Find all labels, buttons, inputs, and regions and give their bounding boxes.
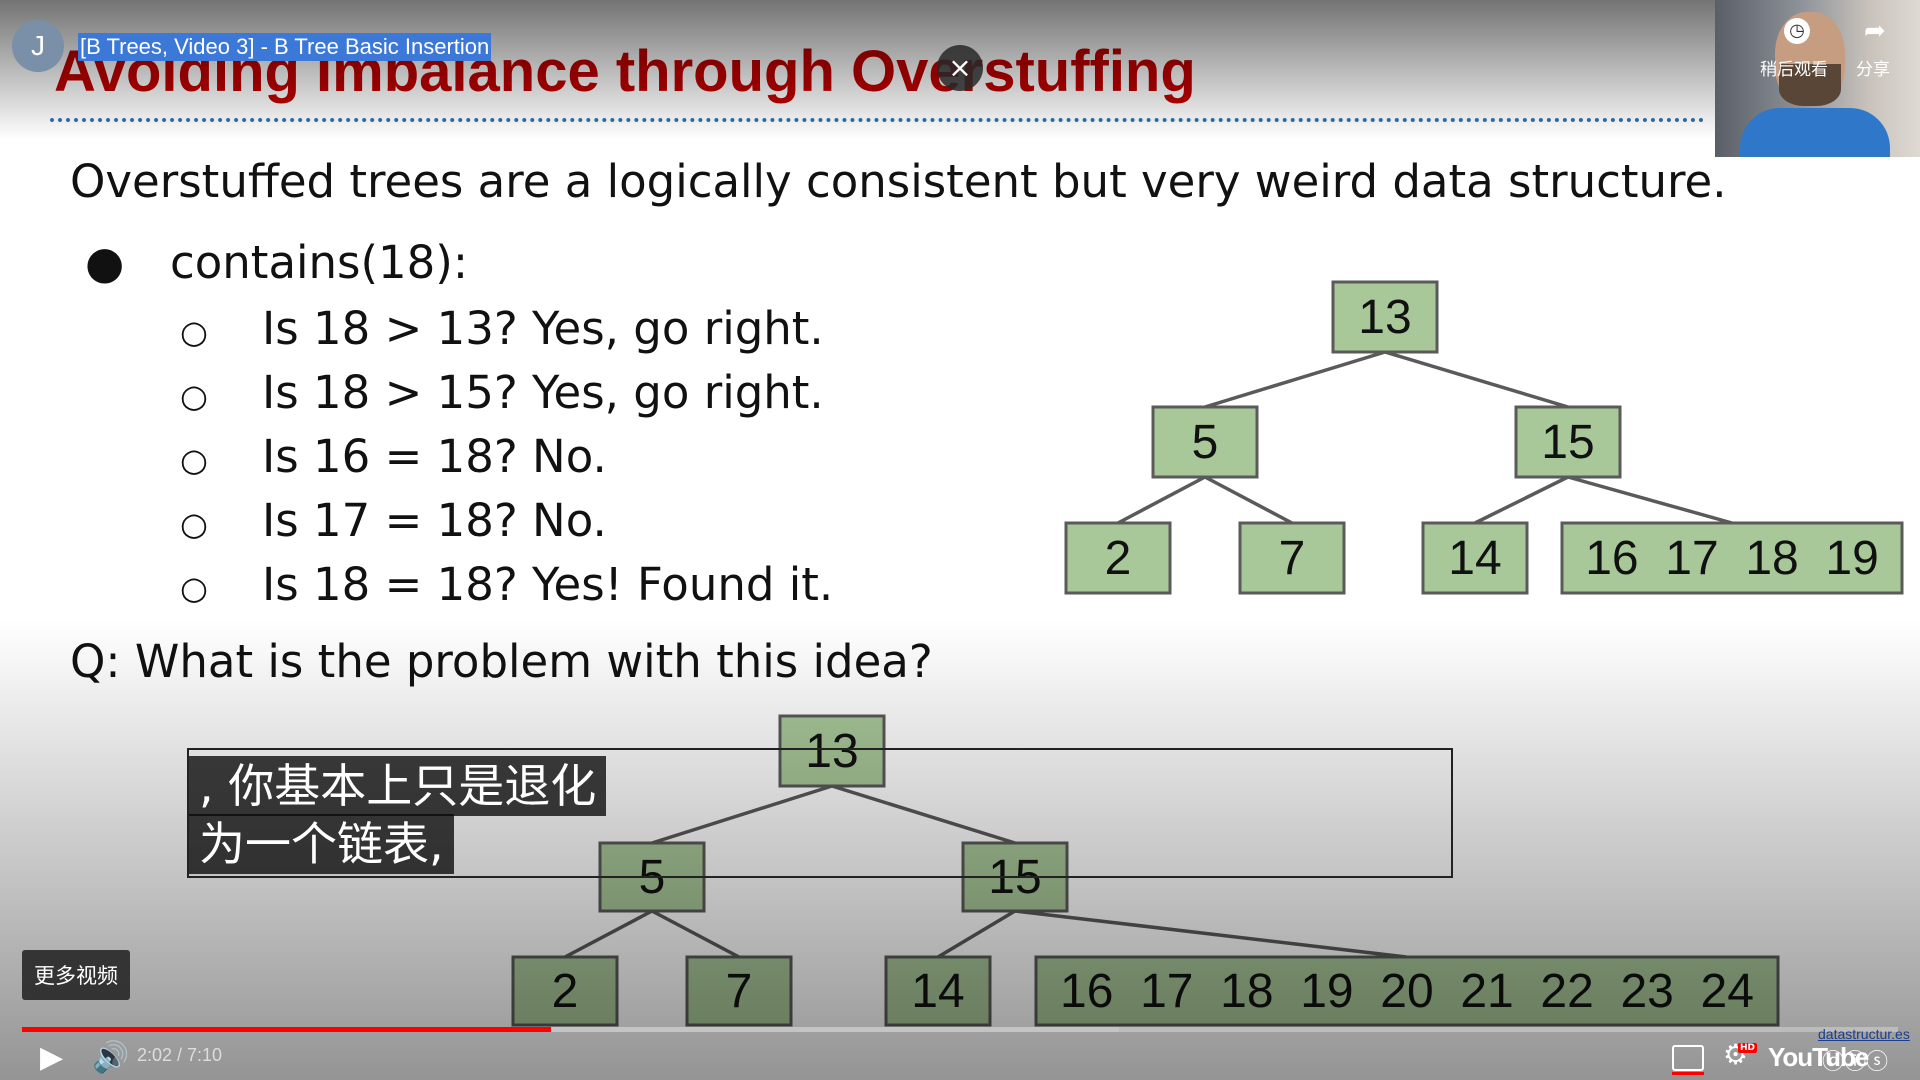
circle-bullet: ○: [180, 313, 208, 351]
step-text: Is 18 > 15? Yes, go right.: [262, 366, 824, 419]
video-title-link[interactable]: [B Trees, Video 3] - B Tree Basic Insert…: [78, 33, 492, 61]
step-2: ○ Is 18 > 15? Yes, go right.: [180, 366, 824, 419]
svg-text:2: 2: [552, 965, 579, 1018]
volume-icon[interactable]: 🔊: [92, 1040, 130, 1075]
tree-top-leaf-14: 14: [1421, 521, 1529, 595]
play-icon[interactable]: ▶: [40, 1040, 64, 1075]
bullet-contains: ● contains(18):: [85, 236, 468, 289]
tree-top-leaf-overstuffed: 16 17 18 19: [1560, 521, 1904, 595]
step-5: ○ Is 18 = 18? Yes! Found it.: [180, 558, 833, 611]
svg-text:16 17 18 19 20 21 22 23: 16 17 18 19 20 21 22 23 24: [1060, 965, 1754, 1018]
tree-bottom-leaf-2: 2: [511, 955, 619, 1027]
tree-top-leaf-2: 2: [1064, 521, 1172, 595]
circle-bullet: ○: [180, 569, 208, 607]
svg-text:15: 15: [1541, 416, 1594, 469]
svg-text:7: 7: [1279, 532, 1306, 585]
caption-line-1: , 你基本上只是退化: [189, 756, 607, 816]
progress-played[interactable]: [22, 1027, 551, 1032]
tree-bottom-leaf-7: 7: [685, 955, 793, 1027]
svg-text:14: 14: [911, 965, 964, 1018]
datastructures-link[interactable]: datastructur.es: [1818, 1026, 1910, 1042]
share-icon[interactable]: ➦: [1864, 16, 1886, 46]
creative-commons-icon: ⓒⓘⓢ: [1822, 1050, 1889, 1075]
tree-top-leaf-7: 7: [1238, 521, 1346, 595]
watch-later-label[interactable]: 稍后观看: [1760, 60, 1828, 80]
channel-avatar[interactable]: J: [12, 20, 64, 72]
share-label[interactable]: 分享: [1856, 60, 1890, 80]
circle-bullet: ○: [180, 377, 208, 415]
svg-text:2: 2: [1105, 532, 1132, 585]
tree-bottom-edges: [564, 784, 1407, 959]
circle-bullet: ○: [180, 505, 208, 543]
time-display: 2:02 / 7:10: [137, 1045, 223, 1065]
more-videos-button[interactable]: 更多视频: [22, 950, 130, 1000]
tree-top-left: 5: [1151, 405, 1259, 479]
progress-buffered: [22, 1027, 1119, 1032]
tree-top-right: 15: [1514, 405, 1622, 479]
svg-text:5: 5: [1192, 416, 1219, 469]
step-4: ○ Is 17 = 18? No.: [180, 494, 607, 547]
step-3: ○ Is 16 = 18? No.: [180, 430, 607, 483]
tree-bottom-leaf-overstuffed: 16 17 18 19 20 21 22 23 24: [1034, 955, 1780, 1027]
svg-text:13: 13: [805, 725, 858, 778]
step-1: ○ Is 18 > 13? Yes, go right.: [180, 302, 824, 355]
circle-bullet: ○: [180, 441, 208, 479]
step-text: Is 17 = 18? No.: [262, 494, 607, 547]
caption-window: , 你基本上只是退化 为一个链表,: [187, 748, 1453, 878]
watch-later-icon[interactable]: ◷: [1784, 18, 1810, 44]
tree-top-edges: [1117, 350, 1733, 525]
step-text: Is 16 = 18? No.: [262, 430, 607, 483]
close-button[interactable]: ×: [937, 45, 983, 91]
tree-bottom-root: 13: [778, 714, 886, 788]
intro-text: Overstuffed trees are a logically consis…: [70, 155, 1727, 208]
caption-line-2: 为一个链表,: [189, 814, 454, 874]
tree-top-root: 13: [1331, 280, 1439, 354]
step-text: Is 18 = 18? Yes! Found it.: [262, 558, 834, 611]
subtitles-icon[interactable]: [1672, 1045, 1704, 1071]
svg-text:13: 13: [1358, 291, 1411, 344]
step-text: Is 18 > 13? Yes, go right.: [262, 302, 824, 355]
svg-text:7: 7: [726, 965, 753, 1018]
youtube-logo[interactable]: YouTube: [1768, 1042, 1869, 1072]
subtitles-active-indicator: [1672, 1072, 1704, 1075]
svg-text:14: 14: [1448, 532, 1501, 585]
bullet-text: contains(18):: [170, 236, 469, 289]
hd-badge: HD: [1738, 1043, 1758, 1053]
question-text: Q: What is the problem with this idea?: [70, 635, 933, 688]
bullet-dot: ●: [85, 236, 125, 289]
tree-bottom-leaf-14: 14: [884, 955, 992, 1027]
svg-text:16 17 18 19: 16 17 18 19: [1585, 532, 1879, 585]
